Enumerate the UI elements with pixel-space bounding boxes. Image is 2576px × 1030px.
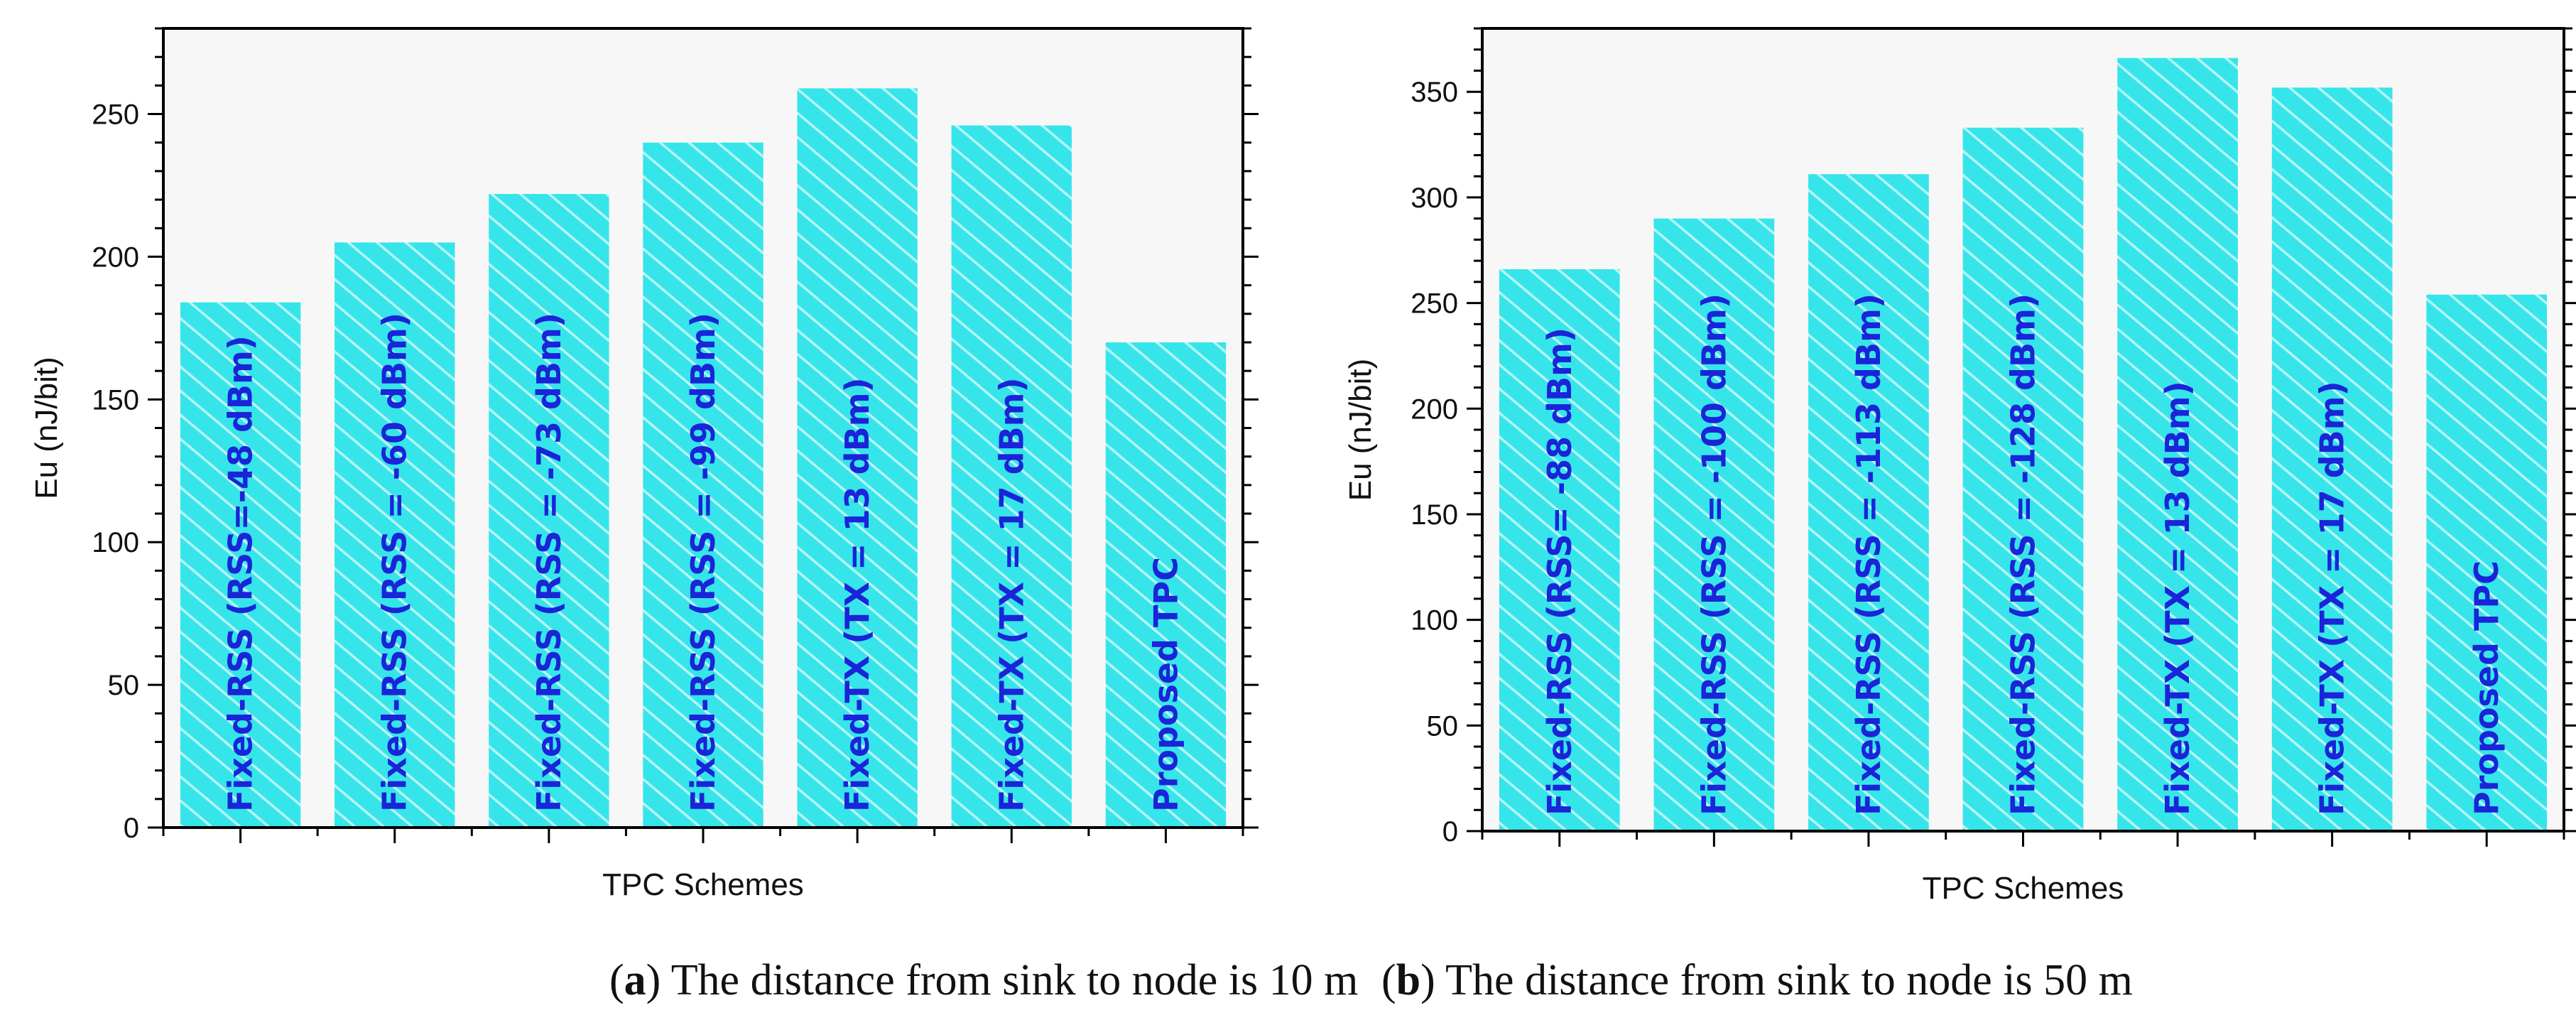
bar-label-1: Fixed-RSS (RSS=-48 dBm) [222, 335, 260, 812]
y-axis-label: Eu (nJ/bit) [1343, 359, 1378, 502]
y-tick-label: 50 [1427, 710, 1459, 742]
y-tick-label: 200 [92, 242, 139, 273]
bar-label-5: Fixed-TX (TX = 13 dBm) [2158, 381, 2197, 815]
bar-1 [180, 302, 301, 828]
bar-label-7: Proposed TPC [2467, 560, 2506, 815]
bar-5 [797, 88, 918, 828]
bar-7 [2426, 294, 2548, 831]
bar-label-5: Fixed-TX (TX = 13 dBm) [838, 377, 876, 812]
bar-3 [489, 194, 609, 828]
bar-1 [1499, 269, 1620, 831]
panel-caption: (a) The distance from sink to node is 10… [609, 956, 1358, 1004]
bar-5 [2117, 58, 2238, 831]
bar-label-1: Fixed-RSS (RSS= -88 dBm) [1540, 327, 1579, 815]
bar-3 [1808, 174, 1929, 831]
panel-caption-text: The distance from sink to node is 10 m [671, 956, 1359, 1004]
y-tick-label: 50 [108, 670, 140, 701]
y-tick-label: 300 [1411, 183, 1458, 214]
y-tick-label: 250 [1411, 288, 1458, 320]
chart-b: Fixed-RSS (RSS= -88 dBm) Fixed-RSS (RSS =… [1343, 27, 2576, 1004]
bar-label-7: Proposed TPC [1146, 557, 1185, 812]
bar-label-6: Fixed-TX (TX = 17 dBm) [992, 377, 1031, 812]
bar-label-3: Fixed-RSS (RSS = -113 dBm) [1849, 293, 1888, 815]
panel-letter: b [1396, 956, 1420, 1004]
y-axis-label: Eu (nJ/bit) [29, 357, 64, 499]
panel-caption: (b) The distance from sink to node is 50… [1381, 956, 2133, 1004]
y-tick-label: 250 [92, 99, 139, 131]
y-tick-label: 150 [1411, 499, 1458, 531]
y-tick-label: 350 [1411, 77, 1458, 108]
y-tick-label: 100 [1411, 605, 1458, 636]
bar-label-2: Fixed-RSS (RSS = -100 dBm) [1695, 293, 1733, 815]
y-tick-label: 200 [1411, 394, 1458, 425]
bar-4 [643, 142, 763, 828]
bar-7 [1105, 342, 1227, 828]
chart-a: Fixed-RSS (RSS=-48 dBm) Fixed-RSS (RSS = … [29, 27, 1358, 1004]
charts-layer: Fixed-RSS (RSS=-48 dBm) Fixed-RSS (RSS = … [29, 27, 2576, 1004]
y-tick-label: 150 [92, 384, 139, 416]
bar-4 [1962, 127, 2084, 831]
x-axis-label: TPC Schemes [1923, 871, 2124, 906]
bar-label-4: Fixed-RSS (RSS = -128 dBm) [2004, 293, 2043, 815]
bar-label-2: Fixed-RSS (RSS = -60 dBm) [376, 313, 414, 812]
y-tick-label: 0 [124, 813, 139, 844]
x-axis-label: TPC Schemes [602, 867, 804, 902]
y-tick-label: 100 [92, 527, 139, 558]
bar-label-4: Fixed-RSS (RSS = -99 dBm) [684, 313, 722, 812]
bar-2 [335, 242, 455, 828]
bar-2 [1653, 218, 1775, 831]
bar-6 [951, 125, 1072, 828]
y-tick-label: 0 [1442, 816, 1458, 847]
panel-caption-text: The distance from sink to node is 50 m [1445, 956, 2133, 1004]
bar-label-3: Fixed-RSS (RSS = -73 dBm) [530, 313, 568, 812]
panel-letter: a [624, 956, 646, 1004]
bar-6 [2271, 87, 2393, 831]
bar-label-6: Fixed-TX (TX = 17 dBm) [2313, 381, 2352, 815]
